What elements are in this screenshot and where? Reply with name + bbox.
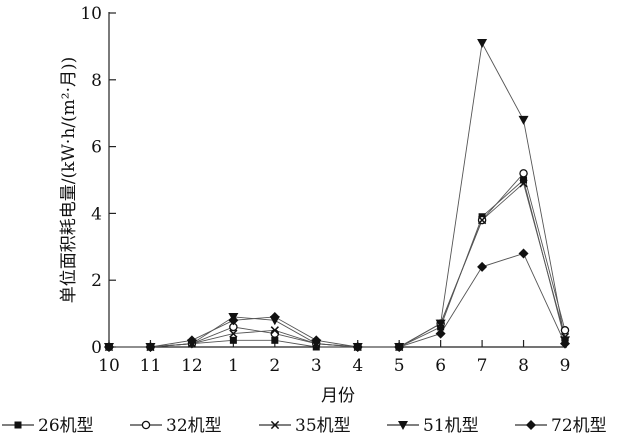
data-point	[477, 261, 488, 272]
x-tick-label: 5	[394, 356, 405, 376]
legend-item: 32机型	[130, 416, 222, 436]
y-tick-label: 10	[80, 4, 102, 24]
data-point	[477, 215, 487, 225]
legend-item: 51机型	[387, 416, 479, 436]
data-point	[186, 335, 197, 346]
data-point	[228, 315, 239, 326]
data-point	[435, 319, 446, 329]
x-tick-label: 4	[352, 356, 363, 376]
series-line-2	[109, 182, 566, 348]
data-point	[269, 311, 280, 322]
data-point	[104, 342, 114, 352]
series-markers	[104, 39, 570, 352]
legend-label: 32机型	[166, 416, 222, 436]
data-point	[311, 335, 322, 346]
y-tick-label: 2	[91, 271, 102, 291]
legend-item: 26机型	[2, 416, 94, 436]
x-tick-label: 12	[181, 356, 203, 376]
legend-marker	[141, 420, 151, 430]
legend-marker	[526, 420, 536, 430]
x-tick-label: 9	[560, 356, 571, 376]
data-point	[519, 179, 528, 188]
legend-label: 51机型	[423, 416, 479, 436]
data-point	[270, 326, 279, 335]
data-point	[520, 176, 528, 184]
legend: 26机型 32机型 35机型 51机型 72机型	[2, 416, 607, 436]
y-tick-label: 0	[91, 338, 102, 358]
x-axis-ticks: 10 11 12 1 2 3 4 5 6 7 8 9	[98, 340, 570, 376]
y-tick-label: 6	[91, 138, 102, 158]
series-line-1	[109, 172, 566, 348]
x-tick-label: 11	[140, 356, 162, 376]
legend-marker	[14, 421, 22, 429]
x-tick-label: 8	[518, 356, 529, 376]
series-line-4	[109, 252, 566, 348]
y-tick-label: 4	[91, 204, 102, 224]
y-axis-ticks: 0 2 4 6 8 10	[80, 4, 116, 358]
data-point	[560, 338, 570, 349]
legend-marker	[270, 420, 280, 430]
legend-item: 72机型	[515, 416, 607, 436]
data-point	[145, 342, 156, 352]
data-point	[394, 342, 405, 352]
y-axis-title: 单位面积耗电量/(kW·h/(m²·月))	[59, 57, 79, 303]
data-point	[229, 329, 238, 338]
x-tick-label: 3	[311, 356, 322, 376]
legend-label: 26机型	[38, 416, 94, 436]
series-line-0	[109, 179, 566, 348]
x-tick-label: 10	[98, 356, 120, 376]
x-tick-label: 7	[477, 356, 488, 376]
data-point	[435, 328, 446, 339]
data-point	[518, 115, 529, 125]
data-point	[477, 39, 488, 49]
data-point	[518, 248, 529, 259]
y-tick-label: 8	[91, 71, 102, 91]
legend-marker	[398, 421, 408, 430]
x-tick-label: 6	[435, 356, 446, 376]
series-lines	[109, 41, 566, 348]
legend-label: 35机型	[295, 416, 351, 436]
x-axis-title: 月份	[321, 386, 355, 406]
data-point	[271, 336, 279, 344]
data-point	[229, 336, 237, 344]
data-point	[519, 169, 528, 178]
data-point	[560, 326, 570, 335]
series-line-3	[109, 41, 566, 348]
x-tick-label: 2	[269, 356, 280, 376]
data-point	[352, 342, 363, 352]
legend-label: 72机型	[551, 416, 607, 436]
x-tick-label: 1	[228, 356, 239, 376]
legend-item: 35机型	[259, 416, 351, 436]
